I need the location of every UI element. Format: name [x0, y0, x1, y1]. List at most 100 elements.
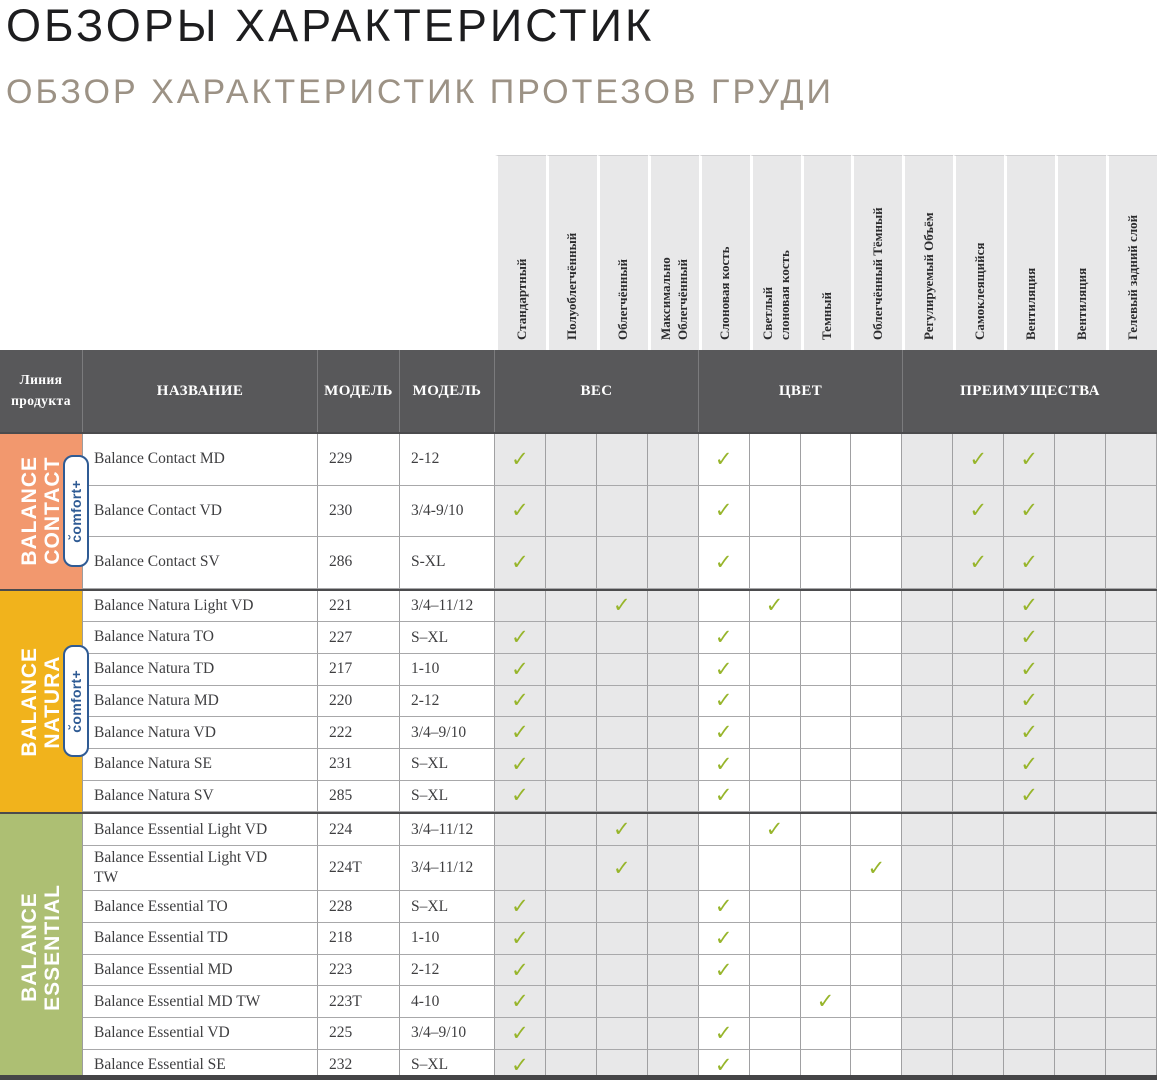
feature-cell: [953, 1018, 1005, 1050]
feature-cell: [647, 1018, 699, 1050]
check-icon: ✓: [511, 1052, 529, 1077]
feature-cell: [902, 653, 954, 686]
check-icon: ✓: [714, 1020, 733, 1045]
feature-cell: [1004, 846, 1056, 892]
size-cell: 3/4–9/10: [400, 1018, 495, 1050]
feature-cell: [545, 891, 597, 923]
feature-cell: ✓: [495, 922, 546, 955]
feature-cell: [545, 590, 597, 623]
table-header-row: Линия продукта НАЗВАНИЕ МОДЕЛЬ МОДЕЛЬ ВЕ…: [0, 350, 1157, 432]
feature-cell: [1055, 954, 1107, 987]
feature-cell: ✓: [495, 748, 546, 781]
feature-cell: [1106, 891, 1157, 923]
size-cell: 3/4–11/12: [400, 590, 495, 623]
product-line-label: BALANCE CONTACT c̆omfort+: [0, 434, 89, 589]
feature-cell: [902, 846, 954, 892]
feature-cell: [1055, 685, 1107, 718]
feature-cell: [902, 434, 954, 486]
feature-column-header-label: Темный: [819, 292, 835, 340]
feature-cell: [1106, 922, 1157, 955]
check-icon: ✓: [511, 783, 529, 808]
feature-cell: [1055, 748, 1107, 781]
feature-cell: [800, 891, 852, 923]
feature-cell: ✓: [495, 685, 546, 718]
feature-cell: [596, 1049, 648, 1080]
feature-cell: [596, 954, 648, 987]
feature-cell: [647, 922, 699, 955]
check-icon: ✓: [1020, 720, 1038, 745]
feature-cell: [1106, 622, 1157, 654]
feature-cell: [902, 685, 954, 718]
feature-cell: [953, 748, 1005, 781]
feature-cell: [596, 922, 648, 955]
model-cell: 232: [318, 1049, 400, 1080]
feature-cell: [851, 622, 903, 654]
feature-cell: [596, 1018, 648, 1050]
feature-cell: [851, 653, 903, 686]
feature-cell: [698, 590, 750, 623]
feature-cell: [545, 814, 597, 846]
model-cell: 286: [318, 537, 400, 589]
feature-column-header-label: Слоновая кость: [717, 246, 733, 340]
feature-cell: ✓: [1004, 537, 1056, 589]
feature-cell: [902, 1018, 954, 1050]
feature-cell: ✓: [1004, 622, 1056, 654]
feature-cell: [698, 986, 750, 1019]
feature-cell: [749, 485, 801, 537]
feature-cell: [596, 986, 648, 1019]
product-name-cell: Balance Natura MD: [83, 685, 318, 718]
product-name-cell: Balance Essential SE: [83, 1049, 318, 1080]
feature-cell: [800, 537, 852, 589]
model-cell: 223T: [318, 986, 400, 1019]
feature-cell: [545, 1018, 597, 1050]
feature-cell: [749, 922, 801, 955]
check-icon: ✓: [969, 498, 988, 523]
feature-column-header-label: Полуоблегчённый: [564, 232, 580, 340]
feature-column-header-label: Облегчённый: [615, 259, 631, 340]
feature-cell: [596, 748, 648, 781]
feature-cell: [902, 922, 954, 955]
check-icon: ✓: [511, 625, 529, 650]
product-name-cell: Balance Essential TO: [83, 891, 318, 923]
feature-cell: [698, 846, 750, 892]
check-icon: ✓: [511, 446, 529, 471]
feature-cell: [647, 1049, 699, 1080]
feature-cell: [545, 485, 597, 537]
feature-cell: [1055, 434, 1107, 486]
feature-cell: [545, 653, 597, 686]
product-name-cell: Balance Essential Light VD TW: [83, 846, 318, 892]
feature-cell: [902, 537, 954, 589]
check-icon: ✓: [613, 593, 631, 618]
feature-cell: [596, 622, 648, 654]
check-icon: ✓: [1020, 625, 1038, 650]
feature-cell: [545, 954, 597, 987]
feature-cell: [902, 814, 954, 846]
feature-cell: [800, 1018, 852, 1050]
product-name-cell: Balance Essential VD: [83, 1018, 318, 1050]
feature-cell: [596, 891, 648, 923]
feature-cell: ✓: [698, 1018, 750, 1050]
size-cell: 4-10: [400, 986, 495, 1019]
title-block: ОБЗОРЫ ХАРАКТЕРИСТИК ОБЗОР ХАРАКТЕРИСТИК…: [0, 0, 1157, 155]
feature-cell: [902, 748, 954, 781]
size-cell: S–XL: [400, 780, 495, 813]
feature-cell: [596, 685, 648, 718]
feature-cell: ✓: [698, 922, 750, 955]
weight-group-header: ВЕС: [495, 350, 699, 432]
feature-cell: [647, 846, 699, 892]
feature-cell: [902, 485, 954, 537]
feature-cell: [902, 986, 954, 1019]
size-cell: 2-12: [400, 954, 495, 987]
check-icon: ✓: [714, 720, 733, 745]
feature-cell: [495, 590, 546, 623]
feature-cell: [596, 717, 648, 749]
page-subtitle: ОБЗОР ХАРАКТЕРИСТИК ПРОТЕЗОВ ГРУДИ: [6, 73, 834, 112]
check-icon: ✓: [714, 894, 733, 919]
size-cell: 3/4-9/10: [400, 485, 495, 537]
size-cell: 2-12: [400, 685, 495, 718]
feature-cell: [1004, 891, 1056, 923]
feature-cell: [749, 780, 801, 813]
feature-cell: [545, 748, 597, 781]
feature-column-header: Облегчённый: [596, 155, 648, 350]
feature-cell: [596, 537, 648, 589]
